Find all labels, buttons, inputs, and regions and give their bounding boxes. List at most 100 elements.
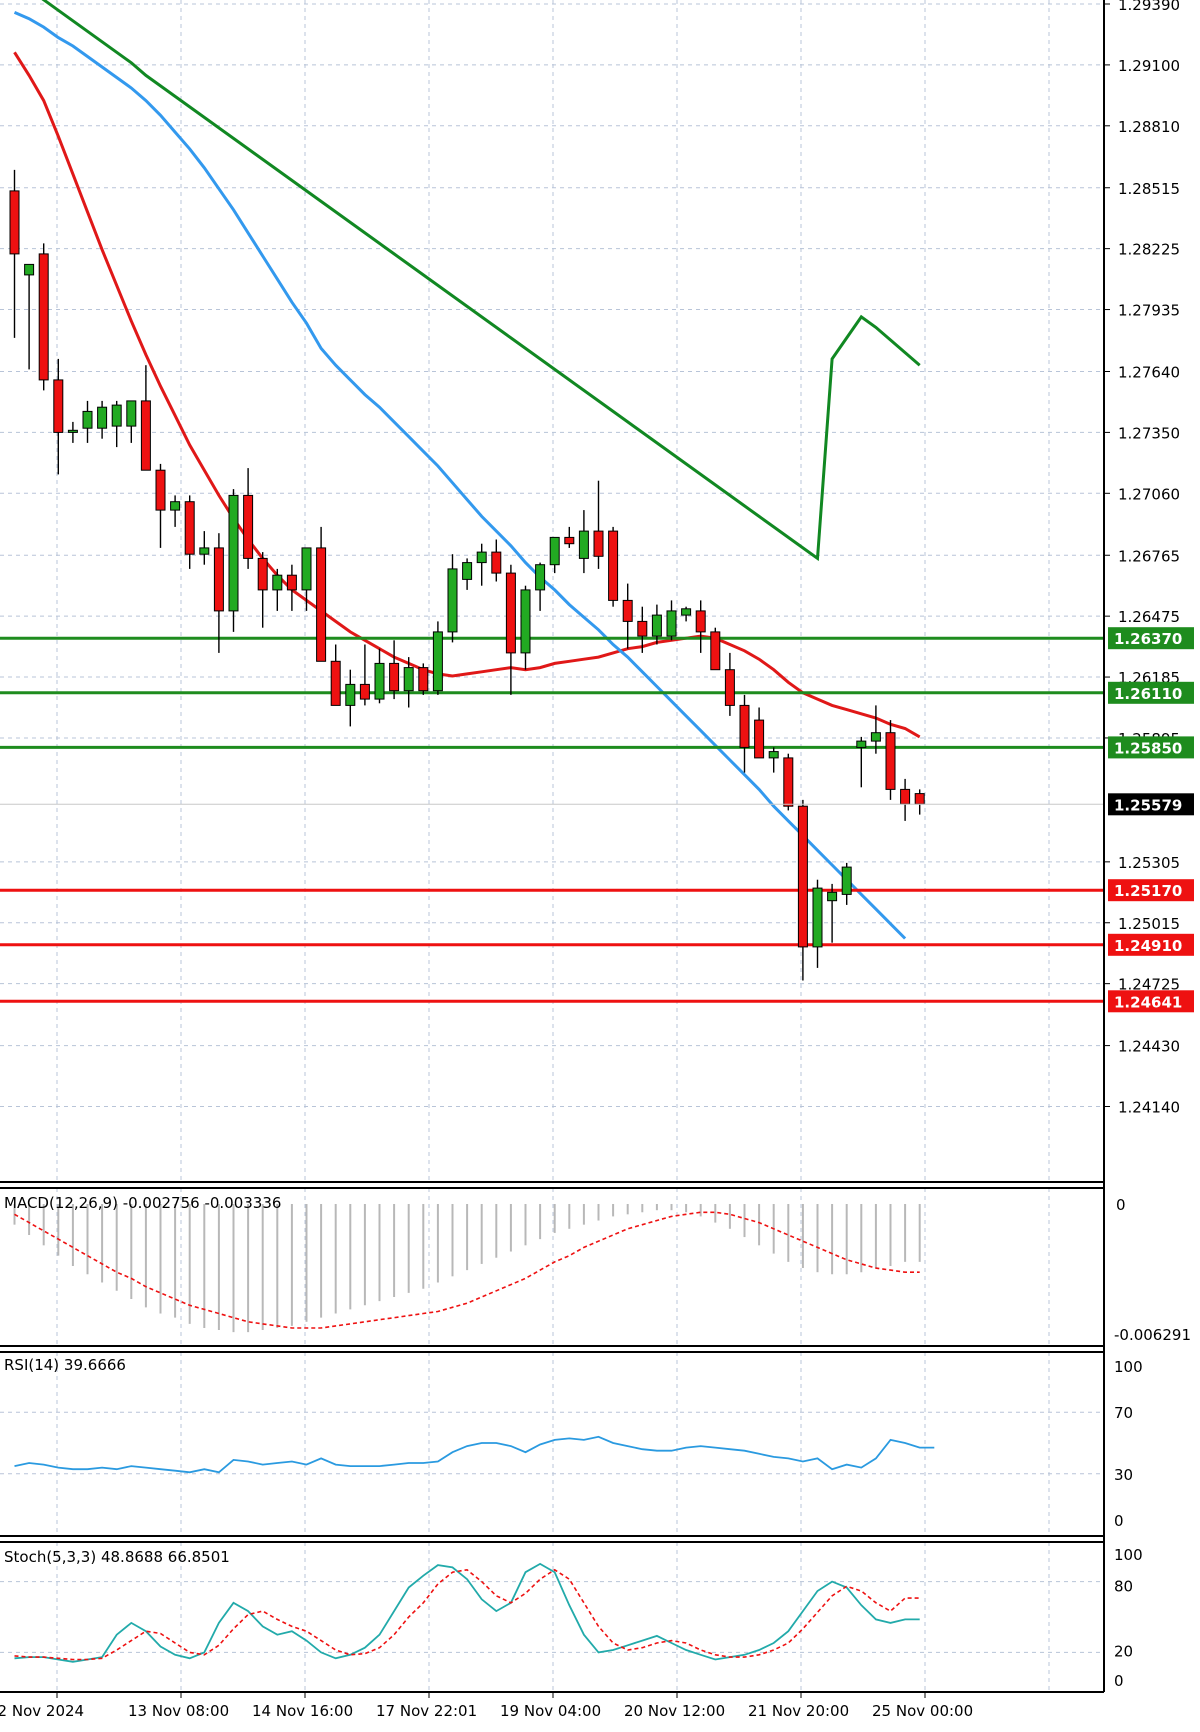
price-level-label: 1.25170 [1114,882,1182,900]
macd-tick-label: -0.006291 [1114,1326,1191,1344]
candle-body [870,732,881,742]
candle-body [578,530,589,559]
price-level-badge [1108,736,1194,759]
candle-body [272,574,283,591]
candle-body [476,551,487,564]
price-tick-label: 1.28515 [1118,180,1180,198]
price-tick-label: 1.27350 [1118,424,1180,442]
time-tick-label: 13 Nov 08:00 [128,1702,229,1720]
candle-body [286,574,297,591]
candle-body [111,404,122,427]
price-tick-label: 1.25015 [1118,915,1180,933]
candle-body [82,410,93,429]
candle-body [38,253,49,381]
candle-body [389,662,400,692]
price-tick-label: 1.24725 [1118,976,1180,994]
candle-body [695,610,706,633]
candle-body [768,751,779,759]
price-tick-label: 1.26475 [1118,608,1180,626]
macd-signal-line [14,1211,920,1329]
price-tick-label: 1.28225 [1118,241,1180,259]
macd-tick-label: 0 [1116,1196,1126,1214]
moving-average-line [41,0,921,562]
candle-body [856,740,867,748]
candle-body [199,547,210,555]
price-level-label: 1.26370 [1114,630,1182,648]
candle-body [213,547,224,612]
candle-body [739,704,750,748]
price-level-label: 1.24910 [1114,937,1182,955]
moving-average-line [13,11,907,940]
stoch-tick-label: 100 [1114,1546,1143,1564]
stoch-k-line [14,1562,920,1663]
candle-body [67,429,78,433]
candle-body [374,662,385,700]
candle-body [140,400,151,471]
price-tick-label: 1.27060 [1118,485,1180,503]
candle-body [505,572,516,654]
price-tick-label: 1.25305 [1118,854,1180,872]
candle-body [170,501,181,511]
candle-body [345,683,356,706]
candle-body [447,568,458,633]
candle-body [535,564,546,591]
time-tick-label: 20 Nov 12:00 [624,1702,725,1720]
candle-body [608,530,619,601]
candle-body [564,536,575,545]
price-level-label: 1.26110 [1114,685,1182,703]
price-level-label: 1.24641 [1114,993,1182,1011]
candle-body [126,400,137,427]
price-tick-label: 1.24430 [1118,1038,1180,1056]
candle-body [53,379,64,433]
candle-body [228,494,239,612]
candle-body [783,757,794,807]
time-tick-label: 12 Nov 2024 [0,1702,84,1720]
candle-body [900,788,911,805]
time-tick-label: 17 Nov 22:01 [376,1702,477,1720]
stoch-d-line [14,1568,920,1661]
candle-body [827,891,838,902]
candle-body [681,608,692,616]
candle-body [885,732,896,790]
candle-body [257,557,268,591]
price-tick-label: 1.26765 [1118,547,1180,565]
candle-body [841,866,852,895]
stoch-tick-label: 0 [1114,1672,1124,1690]
candle-body [549,536,560,566]
candle-body [812,887,823,948]
stoch-tick-label: 80 [1114,1578,1133,1596]
rsi-label: RSI(14) 39.6666 [4,1356,126,1374]
candle-body [520,589,531,654]
candle-body [24,263,35,276]
candle-body [403,667,414,692]
candle-body [797,805,808,948]
stoch-tick-label: 20 [1114,1642,1133,1660]
candle-body [316,547,327,662]
candle-body [593,530,604,557]
price-tick-label: 1.24140 [1118,1099,1180,1117]
price-tick-label: 1.29100 [1118,57,1180,75]
price-level-badge [1108,933,1194,956]
price-tick-label: 1.29390 [1118,0,1180,14]
candle-body [914,793,925,805]
candle-body [724,669,735,706]
macd-label: MACD(12,26,9) -0.002756 -0.003336 [4,1194,281,1212]
price-level-badge [1108,627,1194,650]
rsi-tick-label: 0 [1114,1512,1124,1530]
time-tick-label: 14 Nov 16:00 [252,1702,353,1720]
candle-body [651,614,662,637]
candle-body [637,620,648,637]
rsi-tick-label: 100 [1114,1358,1143,1376]
price-level-label: 1.25850 [1114,739,1182,757]
price-level-badge [1108,879,1194,902]
candle-body [710,631,721,671]
candle-body [9,190,20,255]
current-price-badge [1108,793,1194,816]
time-tick-label: 21 Nov 20:00 [748,1702,849,1720]
candle-body [754,719,765,759]
candle-body [462,562,473,580]
candle-body [155,469,166,511]
rsi-line [14,1435,935,1474]
